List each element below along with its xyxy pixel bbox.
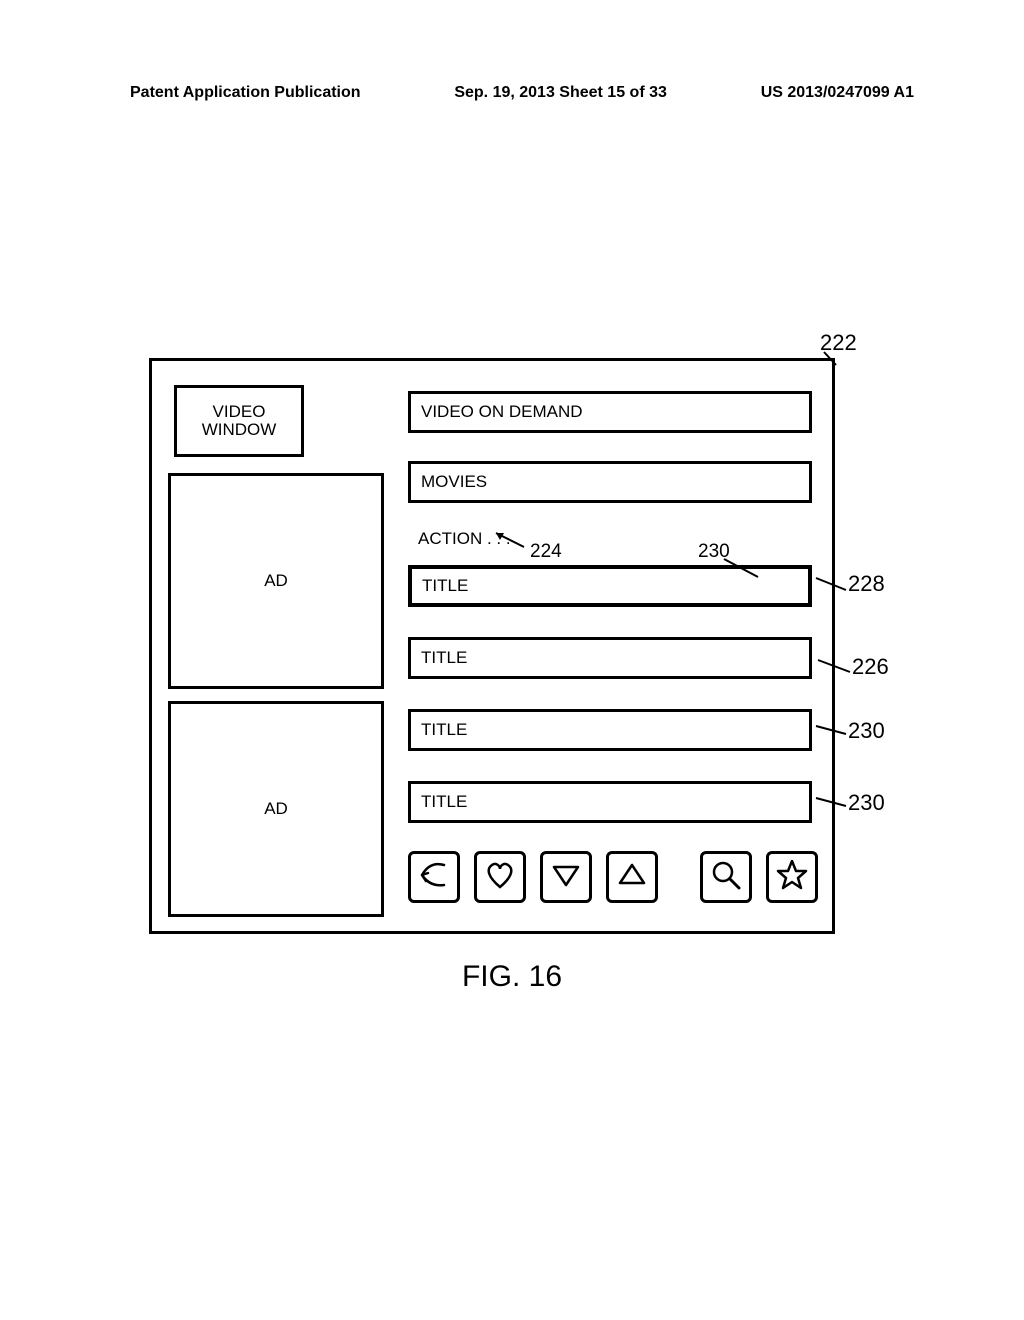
triangle-down-icon: [548, 857, 584, 898]
ref-222: 222: [820, 330, 857, 356]
row-title-3-label: TITLE: [421, 720, 467, 740]
ref-230-b: 230: [848, 718, 885, 744]
video-window-box: VIDEO WINDOW: [174, 385, 304, 457]
row-vod-label: VIDEO ON DEMAND: [421, 402, 583, 422]
ref-228: 228: [848, 571, 885, 597]
row-movies[interactable]: MOVIES: [408, 461, 812, 503]
header-mid: Sep. 19, 2013 Sheet 15 of 33: [454, 84, 667, 102]
icon-toolbar: [408, 851, 822, 907]
row-title-2-label: TITLE: [421, 648, 467, 668]
page-header: Patent Application Publication Sep. 19, …: [0, 78, 1024, 108]
scroll-down-button[interactable]: [540, 851, 592, 903]
ad-box-1: AD: [168, 473, 384, 689]
ad-1-label: AD: [264, 571, 288, 591]
header-left: Patent Application Publication: [130, 84, 361, 102]
figure-caption: FIG. 16: [0, 960, 1024, 994]
category-action-label: ACTION . . .: [418, 529, 511, 549]
star-icon: [774, 857, 810, 898]
triangle-up-icon: [614, 857, 650, 898]
ad-2-label: AD: [264, 799, 288, 819]
ref-224: 224: [530, 541, 562, 563]
row-movies-label: MOVIES: [421, 472, 487, 492]
star-button[interactable]: [766, 851, 818, 903]
row-title-4[interactable]: TITLE: [408, 781, 812, 823]
back-arrow-icon: [416, 857, 452, 898]
ref-230-c: 230: [848, 790, 885, 816]
heart-icon: [482, 857, 518, 898]
page: Patent Application Publication Sep. 19, …: [0, 0, 1024, 1320]
header-right: US 2013/0247099 A1: [761, 84, 914, 102]
row-title-1[interactable]: TITLE: [408, 565, 812, 607]
back-button[interactable]: [408, 851, 460, 903]
search-button[interactable]: [700, 851, 752, 903]
ui-frame: VIDEO WINDOW AD AD VIDEO ON DEMAND MOVIE…: [149, 358, 835, 934]
row-title-2[interactable]: TITLE: [408, 637, 812, 679]
row-video-on-demand[interactable]: VIDEO ON DEMAND: [408, 391, 812, 433]
video-window-label: VIDEO WINDOW: [202, 403, 277, 439]
ref-226: 226: [852, 654, 889, 680]
search-icon: [708, 857, 744, 898]
ad-box-2: AD: [168, 701, 384, 917]
row-title-4-label: TITLE: [421, 792, 467, 812]
row-title-1-label: TITLE: [422, 576, 468, 596]
scroll-up-button[interactable]: [606, 851, 658, 903]
row-title-3[interactable]: TITLE: [408, 709, 812, 751]
ref-230-a: 230: [698, 541, 730, 563]
favorite-button[interactable]: [474, 851, 526, 903]
